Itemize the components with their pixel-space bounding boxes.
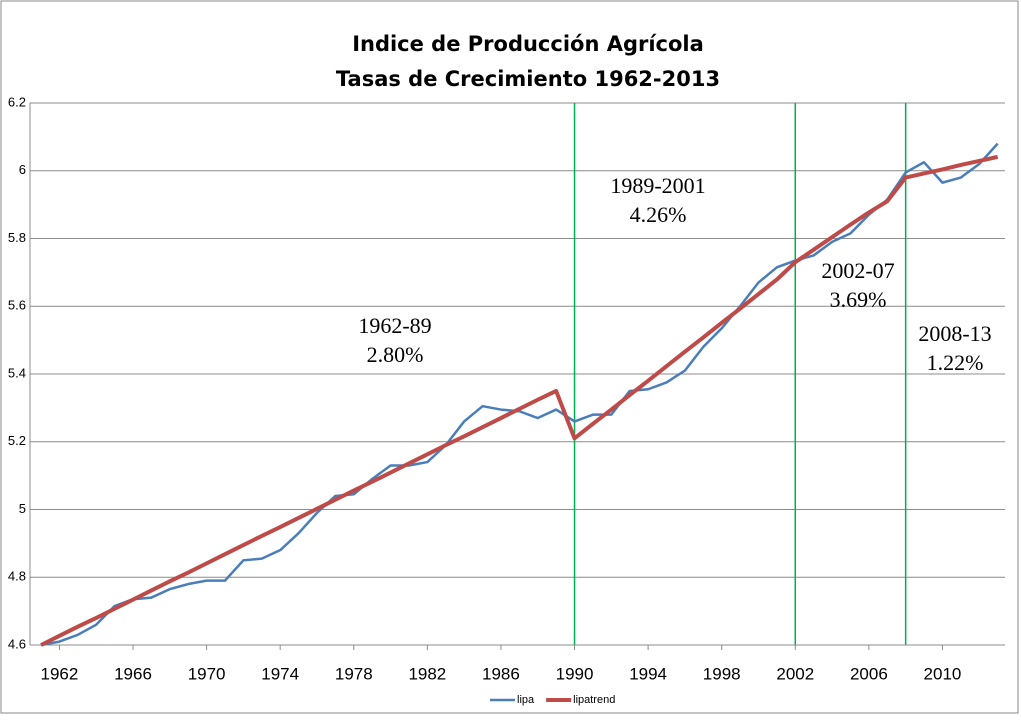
x-tick-label: 1962 [41, 664, 79, 683]
annotation: 1989-2001 [610, 173, 705, 198]
y-tick-label: 5.6 [8, 298, 26, 313]
legend-label: lipatrend [573, 694, 615, 706]
y-tick-label: 5.4 [8, 365, 26, 380]
annotation: 2.80% [367, 342, 424, 367]
y-tick-label: 6.2 [8, 94, 26, 109]
x-tick-label: 1974 [261, 664, 299, 683]
series-line [40, 154, 999, 647]
legend-label: lipa [517, 694, 535, 706]
x-tick-label: 1966 [114, 664, 152, 683]
x-tick-label: 1978 [335, 664, 373, 683]
x-tick-label: 2010 [924, 664, 962, 683]
y-tick-label: 4.8 [8, 569, 26, 584]
x-tick-label: 1994 [629, 664, 667, 683]
annotation: 2008-13 [918, 321, 991, 346]
y-tick-label: 5 [19, 501, 26, 516]
x-tick-label: 1982 [408, 664, 446, 683]
annotation: 3.69% [830, 287, 887, 312]
x-tick-label: 1998 [703, 664, 741, 683]
annotation: 1962-89 [358, 313, 431, 338]
y-tick-label: 5.2 [8, 433, 26, 448]
x-tick-label: 2002 [776, 664, 814, 683]
chart-title: Indice de Producción Agrícola [352, 32, 704, 56]
y-tick-label: 5.8 [8, 230, 26, 245]
annotation: 2002-07 [821, 258, 894, 283]
series-line [40, 142, 999, 647]
y-tick-label: 4.6 [8, 636, 26, 651]
annotation: 1.22% [927, 350, 984, 375]
x-tick-label: 2006 [850, 664, 888, 683]
x-tick-label: 1990 [556, 664, 594, 683]
chart-title: Tasas de Crecimiento 1962-2013 [336, 67, 720, 91]
y-tick-label: 6 [19, 162, 26, 177]
x-tick-label: 1970 [188, 664, 226, 683]
x-tick-label: 1986 [482, 664, 520, 683]
annotation: 4.26% [630, 202, 687, 227]
